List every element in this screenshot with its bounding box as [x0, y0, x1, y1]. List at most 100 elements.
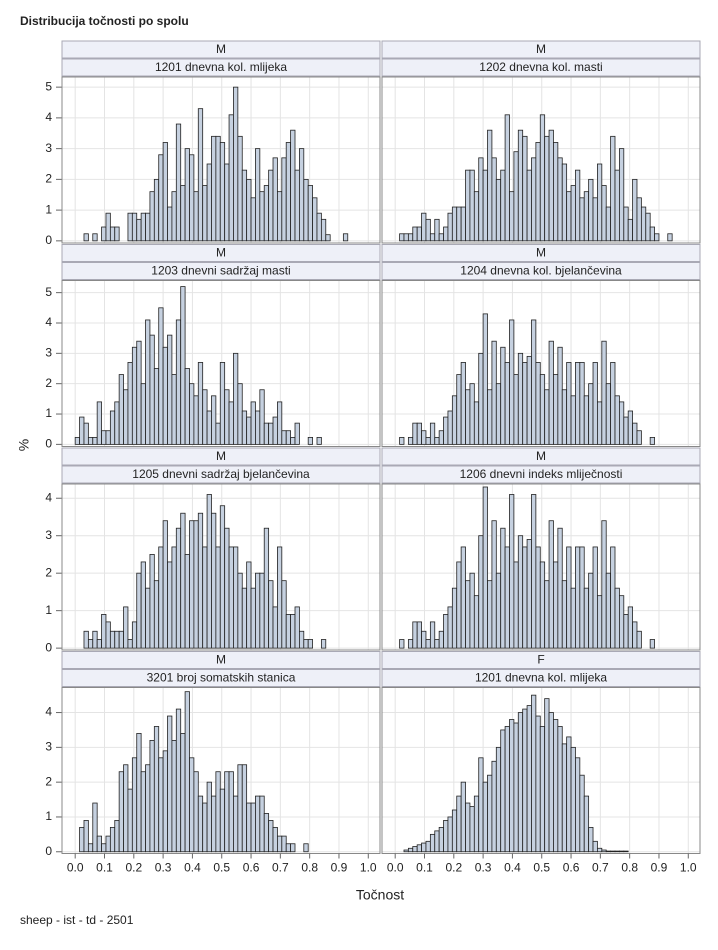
bar [316, 436, 322, 445]
bar [592, 362, 598, 445]
bar [438, 430, 444, 445]
bar [184, 148, 190, 242]
bar [438, 233, 444, 242]
bar [443, 226, 449, 242]
bar [215, 771, 221, 853]
bar [219, 142, 226, 242]
bar [136, 733, 142, 853]
y-tick-label: 2 [45, 774, 52, 788]
bar [456, 561, 462, 649]
panel-title: 3201 broj somatskih stanica [147, 671, 296, 685]
bar [105, 212, 111, 242]
bar [149, 554, 155, 649]
x-tick-label: 0.2 [125, 861, 142, 875]
bar [504, 546, 510, 649]
bar [145, 764, 151, 853]
group-strip [381, 447, 701, 466]
bar [535, 546, 541, 649]
bar [277, 835, 283, 853]
x-tick-label: 0.1 [416, 861, 433, 875]
bar [92, 802, 98, 853]
bar [140, 561, 146, 649]
y-tick-label: 3 [45, 740, 52, 754]
bar [233, 86, 239, 242]
bar [83, 820, 89, 853]
bar [193, 771, 199, 853]
y-tick-label: 2 [45, 376, 52, 390]
bar [553, 561, 559, 649]
bar [255, 795, 261, 853]
bar [588, 572, 594, 649]
bar [250, 587, 256, 649]
y-tick-label: 3 [45, 528, 52, 542]
bar [259, 191, 265, 242]
bar [215, 546, 221, 649]
bar [566, 546, 572, 649]
x-tick-label: 0.0 [67, 861, 84, 875]
bar [74, 436, 80, 445]
bar [153, 368, 160, 445]
bar [491, 520, 497, 649]
bar [127, 362, 133, 445]
bar [259, 389, 265, 445]
bar [500, 346, 506, 445]
group-strip [61, 244, 381, 262]
bar [416, 621, 422, 649]
x-axis-label: Točnost [356, 887, 404, 903]
bar [443, 820, 449, 853]
bar [557, 527, 563, 649]
bar [583, 191, 590, 242]
bar [101, 614, 107, 649]
bar [456, 374, 462, 445]
bar [145, 587, 151, 649]
bar [224, 771, 230, 853]
bar [277, 401, 283, 445]
bar [517, 129, 524, 242]
bar [544, 698, 550, 853]
bar [228, 114, 234, 242]
bar [285, 843, 292, 853]
x-tick-label: 0.5 [533, 861, 550, 875]
group-strip [61, 651, 381, 669]
bar [509, 719, 515, 853]
bar [140, 212, 146, 242]
y-tick-label: 4 [45, 315, 52, 329]
bar [473, 191, 480, 242]
bar [526, 705, 532, 853]
bar [614, 850, 620, 853]
bar [416, 844, 422, 853]
bar [619, 850, 625, 853]
y-axis-label: % [16, 439, 32, 451]
bar [136, 218, 142, 242]
bar [202, 185, 208, 242]
bar [272, 157, 278, 242]
bar [180, 512, 186, 649]
bar [575, 757, 581, 853]
bar [189, 520, 195, 649]
bar [87, 436, 94, 445]
y-tick-label: 0 [45, 640, 52, 654]
bar [649, 436, 655, 445]
bar [597, 163, 603, 242]
bar [605, 850, 612, 853]
bar [627, 410, 633, 445]
bar [241, 410, 248, 445]
bar [544, 135, 550, 242]
bar [535, 142, 541, 242]
chart-title: Distribucija točnosti po spolu [20, 14, 189, 28]
bar [175, 319, 182, 445]
bar [189, 383, 195, 445]
bar [407, 847, 414, 853]
bar [667, 233, 673, 242]
bar [605, 206, 612, 242]
bar [307, 639, 313, 649]
group-label: M [216, 653, 226, 667]
bar [211, 395, 217, 445]
title-strip [381, 669, 701, 687]
y-tick-label: 4 [45, 705, 52, 719]
bar [597, 847, 603, 853]
bar [456, 795, 462, 853]
bar [307, 185, 313, 242]
bar [425, 218, 431, 242]
plot-frame [381, 687, 701, 854]
